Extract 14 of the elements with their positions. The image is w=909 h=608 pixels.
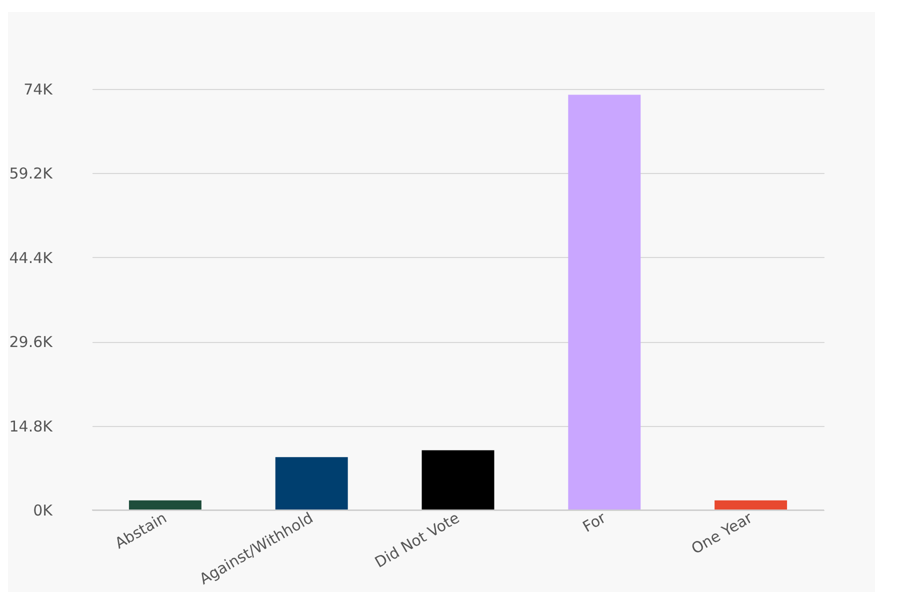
bar [128, 500, 202, 510]
y-tick-label: 59.2K [9, 164, 54, 183]
bar [714, 500, 788, 510]
y-tick-label: 14.8K [9, 417, 54, 436]
bar [275, 457, 348, 510]
y-tick-label: 44.4K [9, 248, 54, 267]
x-tick-label: For [580, 508, 610, 536]
y-tick-label: 0K [33, 502, 54, 520]
x-tick-label: Did Not Vote [372, 508, 462, 572]
x-tick-label: One Year [688, 508, 756, 558]
bar [422, 450, 494, 510]
bar [568, 94, 641, 510]
y-tick-label: 29.6K [9, 333, 54, 352]
y-tick-label: 74K [24, 80, 54, 98]
